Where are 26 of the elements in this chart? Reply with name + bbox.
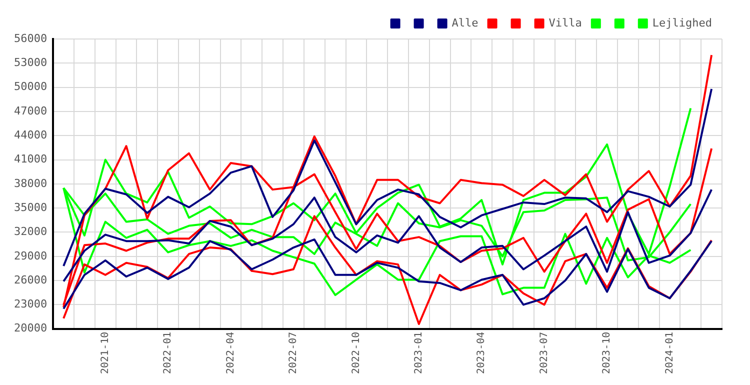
x-tick-label: 2023-01: [414, 332, 425, 374]
legend-label: Alle: [452, 16, 478, 30]
y-tick-label: 35000: [14, 200, 48, 214]
y-tick-label: 23000: [14, 298, 48, 311]
x-tick-label: 2023-07: [538, 332, 550, 374]
y-tick-label: 50000: [14, 80, 48, 94]
y-tick-label: 38000: [14, 176, 48, 190]
x-tick-label: 2022-01: [162, 332, 174, 374]
x-tick-label: 2023-10: [602, 332, 613, 374]
y-tick-label: 20000: [14, 322, 48, 335]
y-tick-label: 41000: [14, 152, 48, 166]
y-tick-label: 44000: [14, 128, 48, 142]
x-tick-label: 2021-10: [100, 332, 111, 374]
y-tick-label: 26000: [14, 273, 48, 286]
legend-label: Villa: [548, 16, 582, 30]
x-tick-label: 2023-04: [476, 332, 488, 374]
x-tick-label: 2024-01: [664, 332, 676, 374]
legend-label: Lejlighed: [652, 16, 712, 30]
y-tick-label: 47000: [14, 104, 48, 118]
y-tick-label: 53000: [14, 56, 48, 70]
y-tick-label: 56000: [14, 32, 48, 45]
y-tick-label: 32000: [14, 225, 48, 238]
x-tick-label: 2022-07: [288, 332, 300, 374]
x-tick-label: 2022-04: [225, 332, 236, 374]
y-tick-label: 29000: [14, 249, 48, 262]
x-tick-label: 2022-10: [350, 332, 362, 374]
